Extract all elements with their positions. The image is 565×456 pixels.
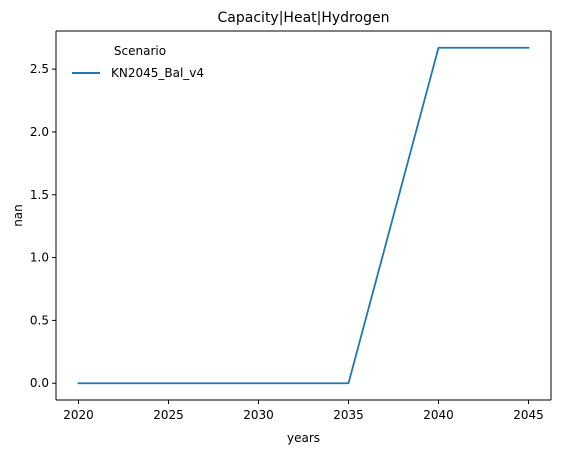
axes-frame (55, 30, 552, 401)
x-tick-label: 2045 (513, 408, 544, 422)
x-tick-label: 2025 (153, 408, 184, 422)
x-axis-label: years (287, 431, 320, 445)
series-layer (77, 46, 530, 385)
legend: Scenario KN2045_Bal_v4 (72, 44, 204, 80)
x-tick-label: 2035 (333, 408, 364, 422)
y-tick-label: 2.0 (30, 125, 49, 139)
x-tick-label: 2020 (63, 408, 94, 422)
y-tick-label: 1.0 (30, 251, 49, 265)
x-axis-ticks: 2020 2025 2030 2035 2040 2045 (63, 400, 544, 422)
y-tick-label: 0.5 (30, 313, 49, 327)
y-axis-ticks: 0.0 0.5 1.0 1.5 2.0 2.5 (30, 62, 56, 390)
plot-area (56, 31, 551, 400)
x-tick-label: 2040 (423, 408, 454, 422)
y-tick-label: 1.5 (30, 188, 49, 202)
y-tick-label: 0.0 (30, 376, 49, 390)
y-axis-label: nan (11, 204, 25, 227)
y-tick-label: 2.5 (30, 62, 49, 76)
chart-title: Capacity|Heat|Hydrogen (218, 10, 390, 26)
legend-title: Scenario (114, 44, 166, 58)
x-tick-label: 2030 (243, 408, 274, 422)
series-line-0 (77, 46, 530, 385)
legend-entry-label: KN2045_Bal_v4 (111, 66, 204, 80)
